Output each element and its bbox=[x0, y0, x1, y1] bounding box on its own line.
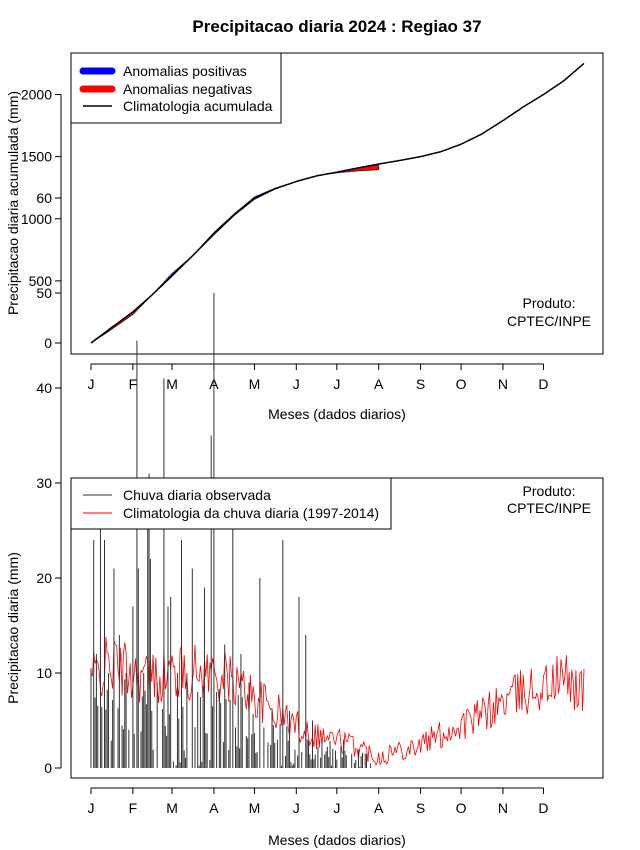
legend-label-climatology: Climatologia acumulada bbox=[123, 98, 273, 114]
x-tick-label: S bbox=[416, 376, 425, 392]
legend-label-negative: Anomalias negativas bbox=[123, 81, 252, 97]
cumulative-x-axis-label: Meses (dados diarios) bbox=[268, 406, 406, 422]
y-tick-label: 40 bbox=[36, 380, 52, 396]
x-tick-label: J bbox=[293, 800, 300, 816]
daily-legend: Chuva diaria observada Climatologia da c… bbox=[70, 477, 392, 530]
daily-y-axis-label: Precipitacao diaria (mm) bbox=[5, 552, 21, 704]
x-tick-label: A bbox=[209, 800, 219, 816]
x-tick-label: D bbox=[538, 376, 548, 392]
climatology-cumulative-line bbox=[90, 62, 585, 344]
cumulative-plot-frame bbox=[70, 52, 604, 355]
x-tick-label: J bbox=[333, 800, 340, 816]
x-tick-label: A bbox=[374, 800, 384, 816]
y-tick-label: 0 bbox=[44, 335, 52, 351]
y-tick-label: 20 bbox=[36, 570, 52, 586]
climatology-daily-line bbox=[90, 636, 585, 766]
x-tick-label: N bbox=[498, 800, 508, 816]
cumulative-product-source: CPTEC/INPE bbox=[507, 313, 591, 329]
y-tick-label: 500 bbox=[29, 273, 53, 289]
x-tick-label: N bbox=[498, 376, 508, 392]
y-tick-label: 1000 bbox=[21, 211, 52, 227]
y-tick-label: 10 bbox=[36, 665, 52, 681]
legend-label-positive: Anomalias positivas bbox=[123, 63, 247, 79]
daily-product-source: CPTEC/INPE bbox=[507, 500, 591, 516]
x-tick-label: J bbox=[88, 376, 95, 392]
daily-panel: 0 10 20 30 40 50 60 J F M A M J J A S O N D Meses (dados d… bbox=[5, 190, 604, 848]
y-tick-label: 2000 bbox=[21, 87, 52, 103]
x-tick-label: J bbox=[88, 800, 95, 816]
y-tick-label: 30 bbox=[36, 475, 52, 491]
daily-x-axis-label: Meses (dados diarios) bbox=[268, 832, 406, 848]
cumulative-product-label: Produto: bbox=[523, 295, 576, 311]
x-tick-label: F bbox=[129, 376, 138, 392]
y-tick-label: 50 bbox=[36, 285, 52, 301]
daily-legend-box bbox=[70, 477, 392, 530]
x-tick-label: O bbox=[456, 376, 467, 392]
x-tick-label: A bbox=[374, 376, 384, 392]
legend-label-daily-climatology: Climatologia da chuva diaria (1997-2014) bbox=[123, 505, 379, 521]
x-tick-label: M bbox=[166, 376, 178, 392]
y-tick-label: 60 bbox=[36, 190, 52, 206]
x-tick-label: J bbox=[333, 376, 340, 392]
x-tick-label: O bbox=[456, 800, 467, 816]
x-tick-label: S bbox=[416, 800, 425, 816]
y-tick-label: 1500 bbox=[21, 149, 52, 165]
daily-product-label: Produto: bbox=[523, 483, 576, 499]
chart-title: Precipitacao diaria 2024 : Regiao 37 bbox=[192, 17, 481, 36]
y-tick-label: 0 bbox=[44, 760, 52, 776]
x-tick-label: D bbox=[538, 800, 548, 816]
observed-cumulative-line bbox=[90, 169, 379, 344]
x-tick-label: F bbox=[129, 800, 138, 816]
x-tick-label: J bbox=[293, 376, 300, 392]
cumulative-legend: Anomalias positivas Anomalias negativas … bbox=[70, 52, 282, 124]
cumulative-y-axis-label: Precipitacao diaria acumulada (mm) bbox=[5, 91, 21, 315]
x-tick-label: M bbox=[166, 800, 178, 816]
x-tick-label: M bbox=[249, 800, 261, 816]
legend-label-observed: Chuva diaria observada bbox=[123, 487, 271, 503]
x-tick-label: M bbox=[249, 376, 261, 392]
